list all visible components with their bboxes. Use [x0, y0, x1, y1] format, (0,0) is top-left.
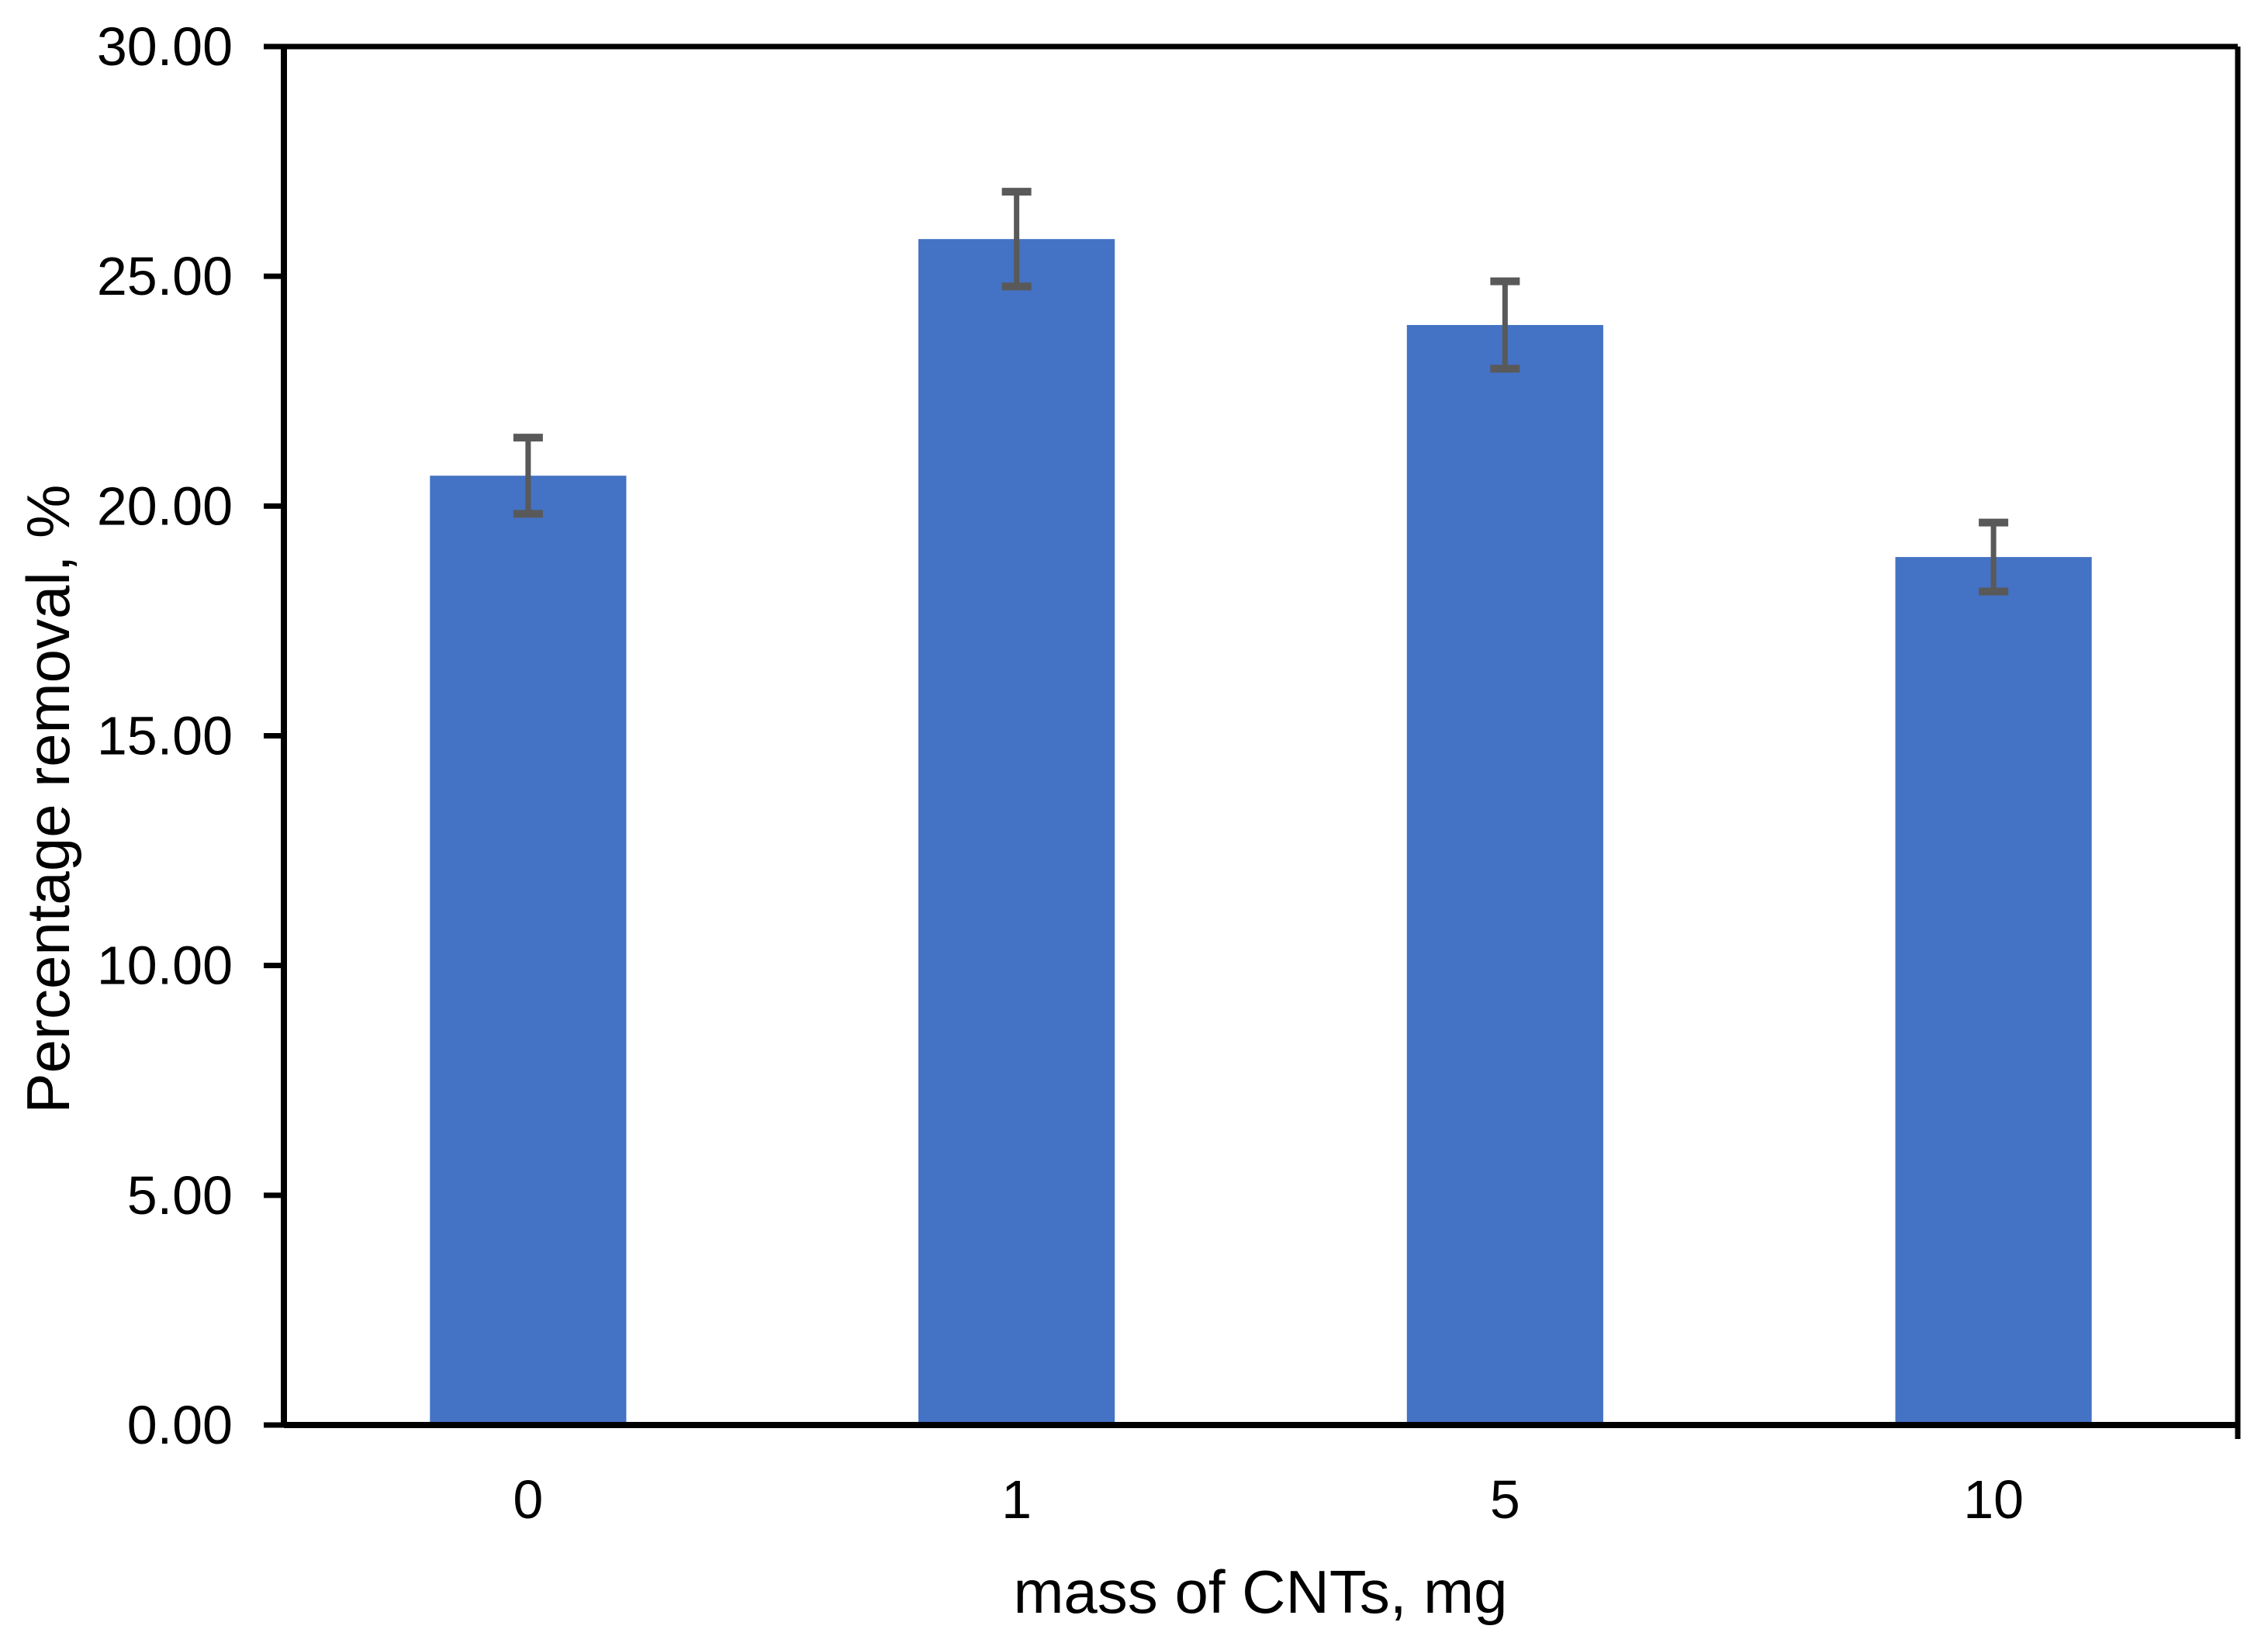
x-tick-label: 10 [1963, 1469, 2024, 1530]
error-bar-category-5 [1490, 277, 1520, 373]
y-axis-title: Percentage removal, % [14, 485, 82, 1114]
labels-layer: 0.00 5.00 10.00 15.00 20.00 25.00 30.00 0 1 5 10 [97, 16, 2024, 1530]
y-tick-label: 20.00 [97, 476, 233, 536]
bars-layer [430, 239, 2092, 1426]
y-tick-label: 5.00 [127, 1165, 233, 1226]
x-tick-label: 0 [513, 1469, 543, 1530]
error-bars-layer [513, 188, 2009, 596]
x-tick-label: 1 [1001, 1469, 1032, 1530]
error-bar-category-0 [513, 434, 543, 518]
bar-category-10 [1895, 557, 2092, 1426]
error-bar-category-10 [1979, 518, 2009, 596]
axes-layer [264, 43, 2241, 1439]
y-tick-label: 10.00 [97, 936, 233, 996]
x-axis-title: mass of CNTs, mg [1013, 1558, 1507, 1626]
error-bar-category-1 [1001, 188, 1032, 291]
y-tick-label: 15.00 [97, 706, 233, 766]
x-tick-label: 5 [1490, 1469, 1520, 1530]
y-tick-label: 25.00 [97, 246, 233, 306]
y-tick-label: 30.00 [97, 16, 233, 77]
bar-category-0 [430, 476, 627, 1426]
bar-category-1 [918, 239, 1115, 1426]
bar-category-5 [1406, 324, 1603, 1426]
y-tick-label: 0.00 [127, 1395, 233, 1455]
